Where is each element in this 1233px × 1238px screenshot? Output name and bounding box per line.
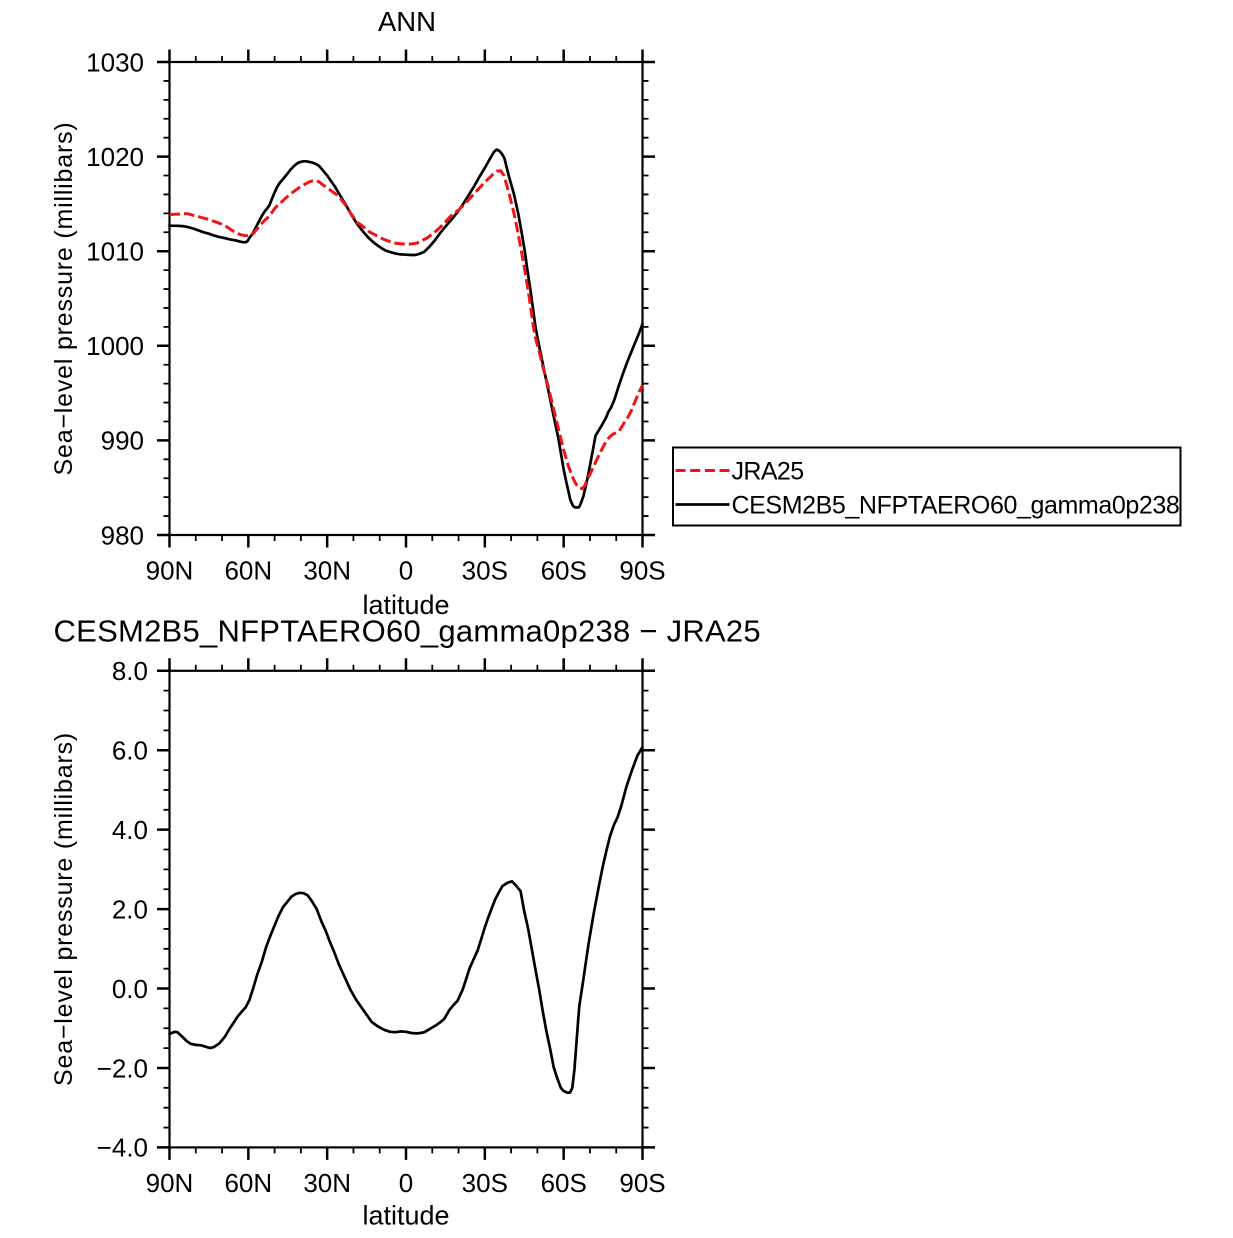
svg-text:1000: 1000 (86, 331, 144, 361)
svg-text:CESM2B5_NFPTAERO60_gamma0p238: CESM2B5_NFPTAERO60_gamma0p238 − JRA25 (54, 614, 761, 649)
svg-text:latitude: latitude (362, 1201, 449, 1231)
svg-text:60S: 60S (541, 556, 587, 586)
svg-text:0: 0 (399, 1168, 413, 1198)
svg-text:Sea−level pressure (millibars): Sea−level pressure (millibars) (50, 122, 78, 476)
svg-text:ANN: ANN (378, 6, 436, 37)
svg-text:8.0: 8.0 (112, 656, 148, 686)
svg-text:0.0: 0.0 (112, 974, 148, 1004)
svg-text:30S: 30S (462, 1168, 508, 1198)
svg-text:60N: 60N (224, 1168, 272, 1198)
svg-text:90S: 90S (619, 1168, 665, 1198)
svg-text:−4.0: −4.0 (97, 1133, 148, 1163)
svg-text:30N: 30N (303, 1168, 351, 1198)
svg-text:JRA25: JRA25 (732, 458, 804, 486)
svg-text:2.0: 2.0 (112, 894, 148, 924)
svg-text:90N: 90N (146, 1168, 194, 1198)
svg-text:30S: 30S (462, 556, 508, 586)
svg-text:1020: 1020 (86, 142, 144, 172)
svg-text:60N: 60N (224, 556, 272, 586)
svg-text:1010: 1010 (86, 237, 144, 267)
svg-text:CESM2B5_NFPTAERO60_gamma0p238: CESM2B5_NFPTAERO60_gamma0p238 (732, 492, 1180, 520)
svg-text:980: 980 (101, 520, 144, 550)
svg-text:60S: 60S (541, 1168, 587, 1198)
svg-text:30N: 30N (303, 556, 351, 586)
svg-text:4.0: 4.0 (112, 815, 148, 845)
svg-text:−2.0: −2.0 (97, 1053, 148, 1083)
svg-text:90S: 90S (619, 556, 665, 586)
svg-text:latitude: latitude (362, 590, 449, 620)
svg-text:1030: 1030 (86, 47, 144, 77)
svg-text:Sea−level pressure (millibars): Sea−level pressure (millibars) (50, 732, 78, 1086)
svg-text:6.0: 6.0 (112, 736, 148, 766)
svg-text:90N: 90N (146, 556, 194, 586)
svg-text:0: 0 (399, 556, 413, 586)
svg-text:990: 990 (101, 426, 144, 456)
